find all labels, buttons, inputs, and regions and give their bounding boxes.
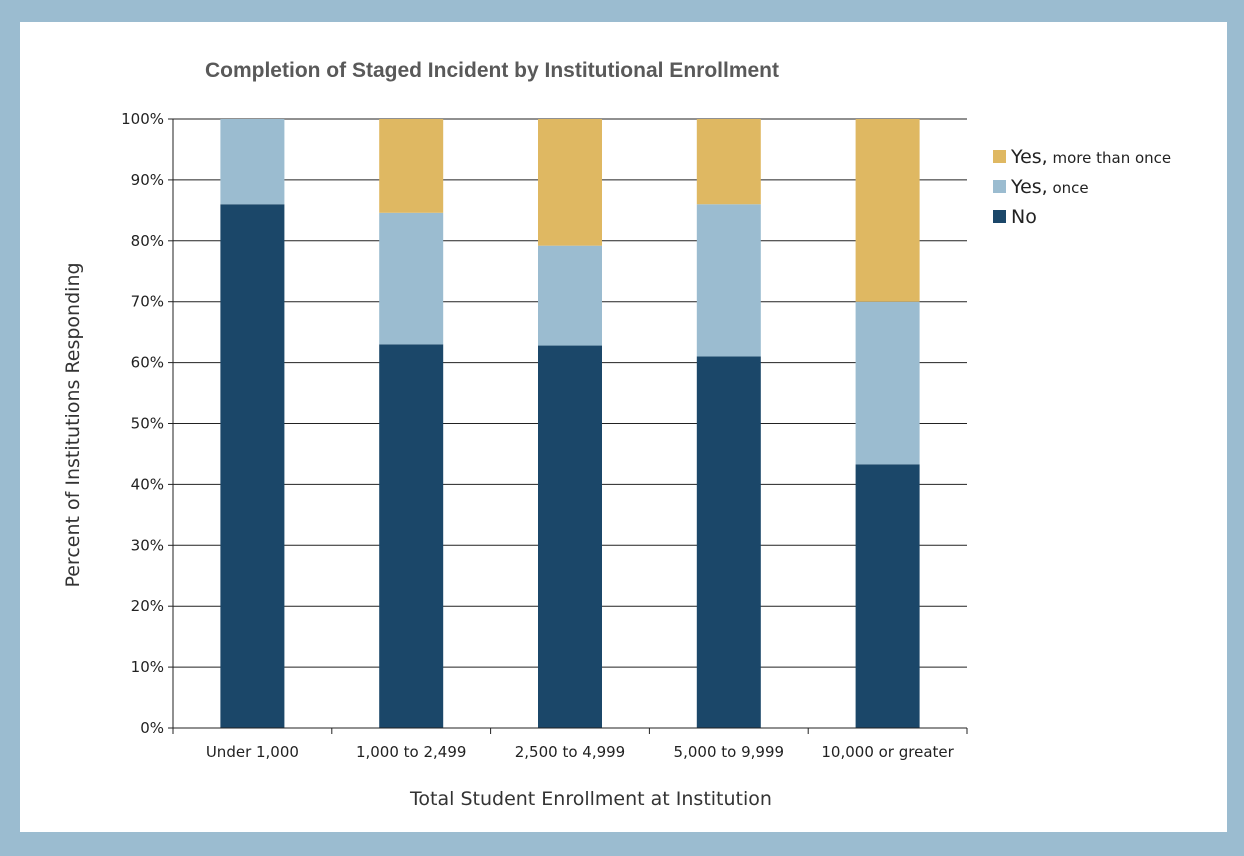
bar-segment-yes-once	[379, 212, 444, 345]
x-axis-title: Total Student Enrollment at Institution	[409, 788, 772, 810]
x-tick-label: Under 1,000	[206, 743, 299, 761]
y-axis-title: Percent of Institutions Responding	[62, 262, 84, 587]
legend: Yes, more than once Yes, once No	[993, 146, 1171, 228]
bar-segment-yes-more-than-once	[379, 119, 444, 213]
bar-segment-no	[696, 356, 761, 728]
y-tick-label: 40%	[131, 475, 164, 493]
x-tick-labels: Under 1,000 1,000 to 2,499 2,500 to 4,999 5…	[206, 743, 955, 761]
legend-swatch	[993, 150, 1006, 163]
legend-label: Yes, more than once	[1010, 146, 1171, 168]
bar-segment-yes-more-than-once	[855, 119, 920, 302]
y-tick-labels: 0% 10% 20% 30% 40% 50% 60% 70% 80% 90% 100%	[121, 110, 164, 737]
legend-label: No	[1011, 206, 1037, 228]
bars	[220, 119, 920, 728]
y-tick-label: 100%	[121, 110, 164, 128]
chart-panel: Completion of Staged Incident by Institu…	[20, 22, 1227, 832]
bar-segment-no	[538, 345, 602, 728]
x-tick-label: 1,000 to 2,499	[356, 743, 466, 761]
y-tick-label: 50%	[131, 415, 164, 433]
y-tick-label: 30%	[131, 536, 164, 554]
chart-title: Completion of Staged Incident by Institu…	[205, 59, 779, 82]
bar-segment-yes-once	[855, 301, 920, 465]
y-tick-label: 70%	[131, 293, 164, 311]
legend-label: Yes, once	[1010, 176, 1089, 198]
bar-segment-yes-more-than-once	[696, 119, 761, 205]
legend-swatch	[993, 210, 1006, 223]
bar-segment-yes-once	[538, 245, 602, 346]
bar-segment-no	[379, 344, 444, 728]
x-tick-label: 10,000 or greater	[821, 743, 954, 761]
bar-segment-yes-once	[220, 119, 285, 205]
axes	[168, 118, 968, 734]
x-tick-label: 5,000 to 9,999	[674, 743, 784, 761]
bar-segment-yes-once	[696, 204, 761, 357]
stacked-bar-chart: Completion of Staged Incident by Institu…	[62, 59, 1171, 810]
y-tick-label: 0%	[140, 719, 164, 737]
y-tick-label: 90%	[131, 171, 164, 189]
bar-segment-yes-more-than-once	[538, 119, 602, 246]
y-tick-label: 60%	[131, 354, 164, 372]
y-tick-label: 20%	[131, 597, 164, 615]
x-tick-label: 2,500 to 4,999	[515, 743, 625, 761]
bar-segment-no	[855, 464, 920, 728]
legend-swatch	[993, 180, 1006, 193]
bar-segment-no	[220, 204, 285, 728]
y-tick-label: 10%	[131, 658, 164, 676]
y-tick-label: 80%	[131, 232, 164, 250]
